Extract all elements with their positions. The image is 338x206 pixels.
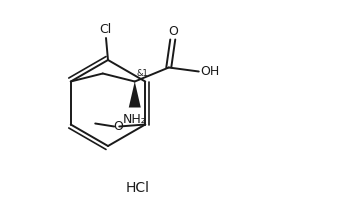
Text: HCl: HCl [126,181,150,195]
Polygon shape [129,82,141,108]
Text: NH₂: NH₂ [123,112,147,125]
Text: O: O [113,120,123,133]
Text: &1: &1 [137,69,148,78]
Text: Cl: Cl [99,23,111,36]
Text: O: O [168,25,178,37]
Text: OH: OH [200,65,219,78]
